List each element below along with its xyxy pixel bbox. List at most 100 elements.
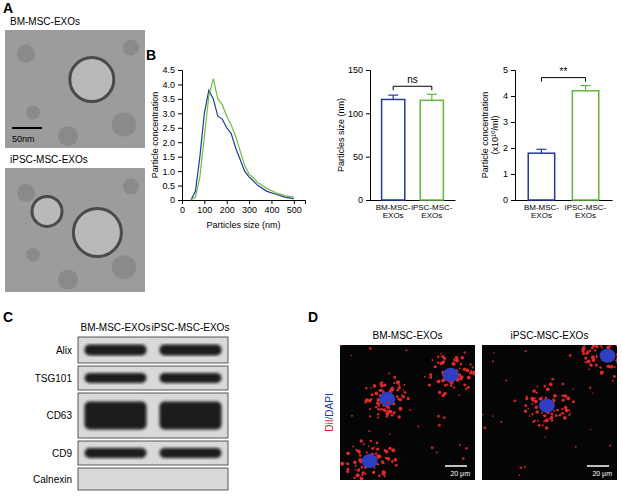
error-bar (536, 149, 546, 153)
tick-label: iPSC-MSC-EXOs (565, 203, 607, 221)
tick-mark (178, 128, 182, 129)
dii-signal (594, 349, 596, 351)
dii-signal (441, 379, 444, 382)
bar (528, 153, 554, 200)
image-label: BM-MSC-EXOs (10, 16, 80, 27)
dii-signal (459, 376, 463, 380)
dii-signal (458, 394, 460, 396)
axis-line (511, 71, 516, 201)
dii-signal (564, 406, 568, 410)
dii-signal (543, 385, 546, 388)
dii-signal (437, 361, 439, 363)
dii-signal (396, 395, 399, 398)
blot-band (85, 402, 147, 430)
dii-signal (397, 398, 400, 401)
dii-signal (535, 397, 537, 399)
dii-signal (366, 451, 368, 453)
blot-row (78, 468, 228, 490)
dii-signal (572, 388, 574, 390)
image-background (340, 345, 475, 480)
annotation: ** (560, 66, 568, 77)
dii-signal (438, 424, 441, 427)
texture (123, 40, 139, 56)
dii-signal (492, 360, 494, 362)
axis-line (366, 71, 371, 201)
dii-signal (379, 382, 382, 385)
dii-signal (391, 448, 395, 452)
dii-signal (377, 413, 379, 415)
dii-signal (600, 371, 604, 375)
dii-signal (595, 364, 598, 367)
tick-label: 100 (197, 205, 212, 215)
tick: 4 (503, 91, 515, 101)
tick-mark (511, 70, 515, 71)
dii-signal (393, 382, 395, 384)
error-bar-cap (536, 149, 546, 150)
tick-mark (204, 200, 205, 204)
bar-chart: 012345BM-MSC-EXOsiPSC-MSC-EXOs**Particle… (480, 65, 613, 220)
scale-bar-label: 20 μm (450, 470, 470, 478)
blot-row (78, 393, 228, 438)
series-line (191, 90, 294, 200)
dii-signal (340, 462, 344, 466)
dii-signal (365, 387, 367, 389)
dii-signal (591, 355, 595, 359)
dii-signal (402, 395, 405, 398)
dii-signal (575, 446, 577, 448)
dii-signal (353, 460, 357, 464)
dii-signal (600, 345, 602, 347)
dii-signal (553, 410, 555, 412)
nucleus (600, 349, 616, 363)
dii-signal (429, 373, 432, 376)
blot-band (85, 373, 147, 383)
dii-signal (545, 418, 549, 422)
row-label: TSG101 (35, 373, 73, 384)
tick-label: 2.5 (162, 123, 175, 133)
dii-signal (380, 408, 383, 411)
dii-signal (355, 449, 358, 452)
dii-signal (391, 414, 394, 417)
dii-signal (357, 469, 360, 472)
dii-signal (551, 378, 554, 381)
dii-signal (532, 389, 536, 393)
error-bar-stem (431, 94, 432, 100)
dii-signal (388, 447, 391, 450)
tick: 2.5 (162, 123, 182, 133)
tick-label: 100 (348, 109, 363, 119)
tick-label: 4.0 (162, 80, 175, 90)
tick-label: 0 (358, 195, 363, 205)
tick-label: 0 (180, 205, 185, 215)
dii-signal (340, 345, 342, 346)
dii-signal (431, 359, 433, 361)
error-bar (581, 86, 591, 91)
texture (112, 255, 136, 279)
tick-mark (511, 148, 515, 149)
plot-area (528, 86, 599, 200)
dii-signal (369, 408, 371, 410)
blot-background (78, 468, 228, 490)
dii-signal (596, 355, 598, 357)
tick-mark (366, 200, 370, 201)
dii-signal (396, 389, 399, 392)
dii-signal (452, 362, 456, 366)
tick-label: 0 (170, 195, 175, 205)
dii-signal (384, 449, 386, 451)
dii-signal (582, 352, 585, 355)
dii-signal (374, 392, 378, 396)
dii-signal (379, 389, 382, 392)
scale-bar (445, 465, 467, 467)
axis-title: Particles size (nm) (206, 220, 280, 230)
dii-signal (609, 445, 611, 447)
dii-signal (346, 470, 349, 473)
blot-band (160, 373, 222, 383)
blot-row (78, 441, 228, 465)
dii-signal (386, 457, 390, 461)
tick-label: 3.5 (162, 94, 175, 104)
dii-signal (437, 415, 440, 418)
dii-signal (549, 383, 553, 387)
tick-mark (366, 113, 370, 114)
dii-signal (368, 430, 370, 432)
dii-signal (616, 345, 617, 347)
dii-signal (378, 474, 381, 477)
dii-signal (405, 349, 407, 351)
